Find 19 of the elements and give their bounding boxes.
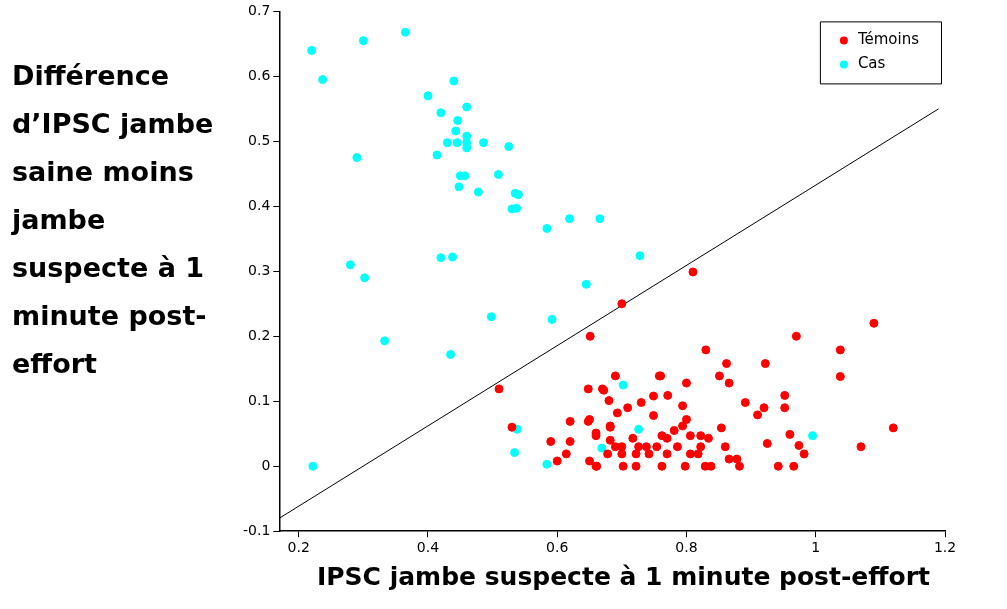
x-tick-label: 0.2	[287, 539, 310, 556]
y-tick-label: 0.4	[248, 196, 271, 213]
y-tick-label: 0.7	[248, 2, 271, 19]
x-tick-label: 0.8	[675, 539, 698, 556]
x-axis-title: IPSC jambe suspecte à 1 minute post-effort	[316, 562, 931, 591]
x-tick-label: 0.6	[546, 539, 569, 556]
y-tick-label: 0.6	[248, 67, 271, 84]
y-tick-label: 0.2	[248, 326, 271, 343]
legend-label: Témoins	[856, 30, 920, 49]
y-tick-label: 0.5	[248, 131, 271, 148]
legend-label: Cas	[857, 54, 886, 73]
x-tick-label: 0.4	[416, 539, 440, 556]
y-tick-label: -0.1	[242, 521, 271, 538]
y-tick-label: 0	[261, 456, 271, 473]
y-tick-label: 0.3	[248, 261, 271, 278]
x-tick-label: 1.2	[933, 539, 957, 556]
y-axis-title: Différence d’IPSC jambe saine moins jambe suspecte à 1 minute post-effort	[12, 59, 215, 381]
x-tick-label: 1	[811, 539, 821, 556]
y-tick-label: 0.1	[248, 391, 271, 408]
